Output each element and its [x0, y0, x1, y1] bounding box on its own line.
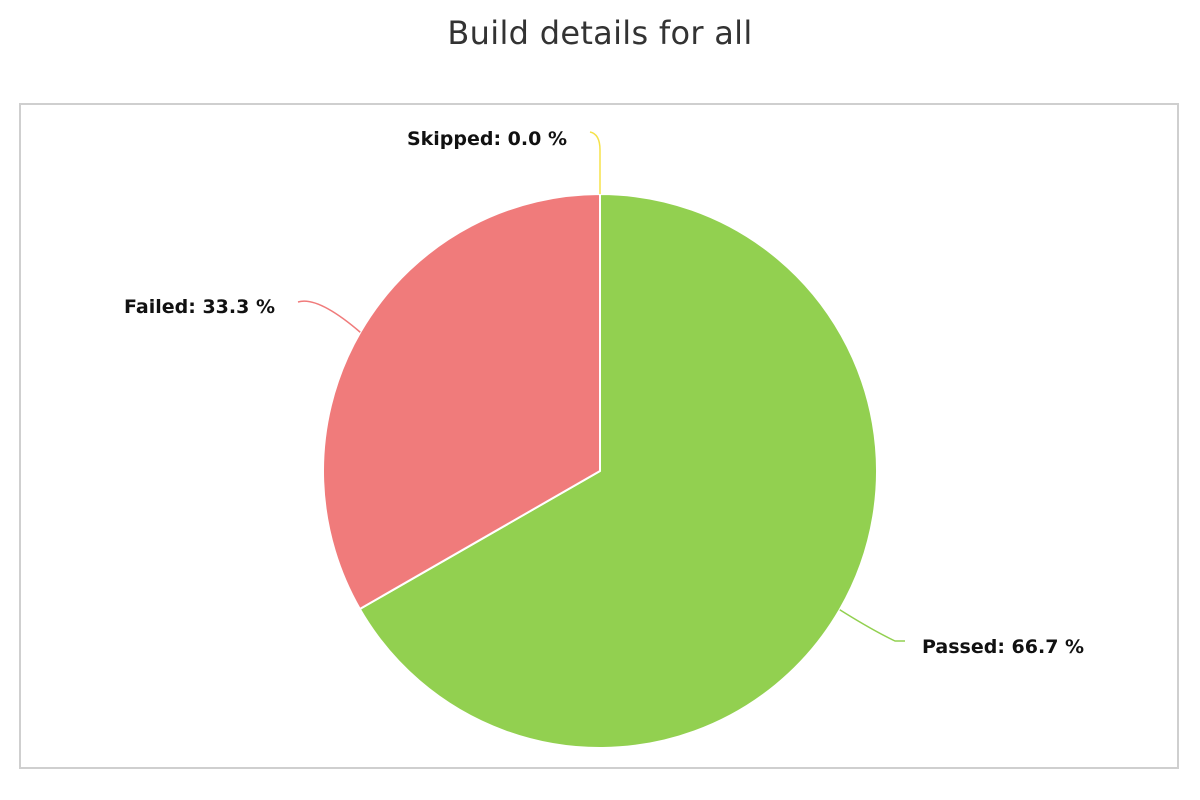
connector-skipped	[589, 131, 601, 194]
connector-failed	[297, 300, 361, 333]
pie-slices	[322, 193, 878, 749]
pie-slice-passed[interactable]	[358, 193, 878, 749]
data-label-passed: Passed: 66.7 %	[922, 636, 1084, 658]
data-label-skipped: Skipped: 0.0 %	[407, 128, 567, 150]
page-title: Build details for all	[447, 14, 753, 52]
connector-passed	[839, 609, 905, 642]
data-label-failed: Failed: 33.3 %	[124, 296, 275, 318]
